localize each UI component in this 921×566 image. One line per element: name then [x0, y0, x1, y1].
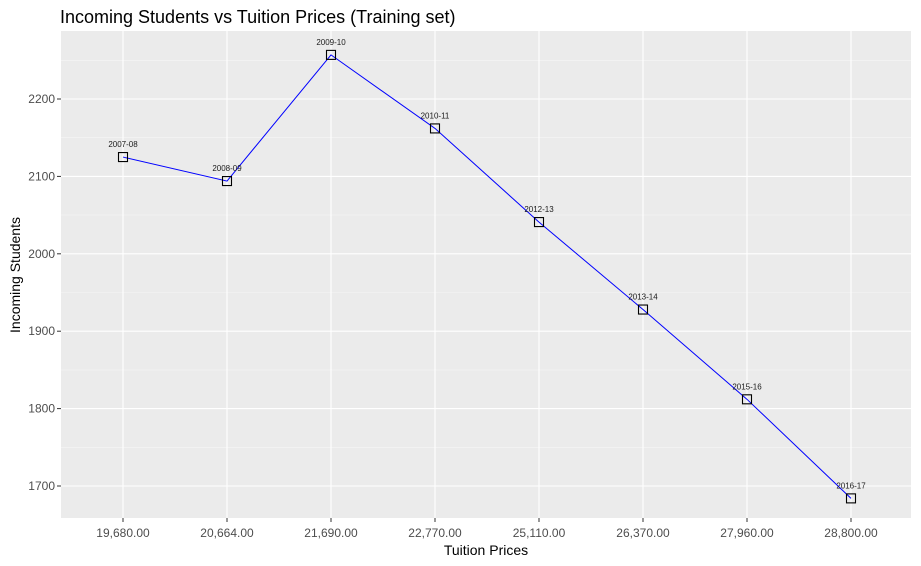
data-point: [533, 217, 545, 228]
data-point: [429, 123, 441, 134]
y-tick-label: 2100: [28, 169, 55, 183]
x-tick-label: 27,960.00: [720, 526, 774, 540]
grid-minor: [61, 60, 911, 448]
data-point-label: 2012-13: [524, 205, 554, 214]
x-tick-label: 26,370.00: [616, 526, 670, 540]
data-point-label: 2010-11: [421, 111, 450, 120]
data-point-label: 2007-08: [108, 140, 138, 149]
x-tick-label: 21,690.00: [304, 526, 358, 540]
chart-title: Incoming Students vs Tuition Prices (Tra…: [60, 7, 456, 27]
x-axis: 19,680.00 20,664.00 21,690.00 22,770.00 25,1…: [96, 518, 878, 540]
y-tick-label: 2200: [28, 92, 55, 106]
y-axis-title: Incoming Students: [7, 217, 23, 333]
x-tick-label: 20,664.00: [200, 526, 254, 540]
data-point: [637, 304, 649, 315]
data-point-label: 2016-17: [836, 481, 866, 490]
y-tick-label: 2000: [28, 247, 55, 261]
x-tick-label: 25,110.00: [513, 526, 566, 540]
plot-panel: [61, 31, 911, 518]
y-tick-label: 1700: [28, 479, 55, 493]
data-point: [741, 394, 753, 405]
data-point-label: 2013-14: [628, 293, 658, 302]
data-point-label: 2015-16: [732, 382, 762, 391]
series-line: [122, 54, 852, 499]
data-point-label: 2008-09: [212, 164, 242, 173]
x-tick-label: 19,680.00: [96, 526, 150, 540]
data-point: [221, 176, 233, 187]
data-point: [117, 152, 129, 163]
y-tick-label: 1800: [28, 402, 55, 416]
y-tick-label: 1900: [28, 324, 55, 338]
data-points: [117, 49, 857, 504]
data-point: [325, 49, 337, 60]
x-axis-title: Tuition Prices: [444, 542, 528, 558]
x-tick-label: 28,800.00: [824, 526, 878, 540]
y-axis: 1700 1800 1900 2000 2100 2200: [28, 92, 61, 493]
data-point-labels: 2007-08 2008-09 2009-10 2010-11 2012-13 2013-…: [108, 38, 866, 490]
grid-major: [61, 31, 911, 518]
data-point-label: 2009-10: [316, 38, 346, 47]
data-point: [845, 493, 857, 504]
x-tick-label: 22,770.00: [408, 526, 462, 540]
